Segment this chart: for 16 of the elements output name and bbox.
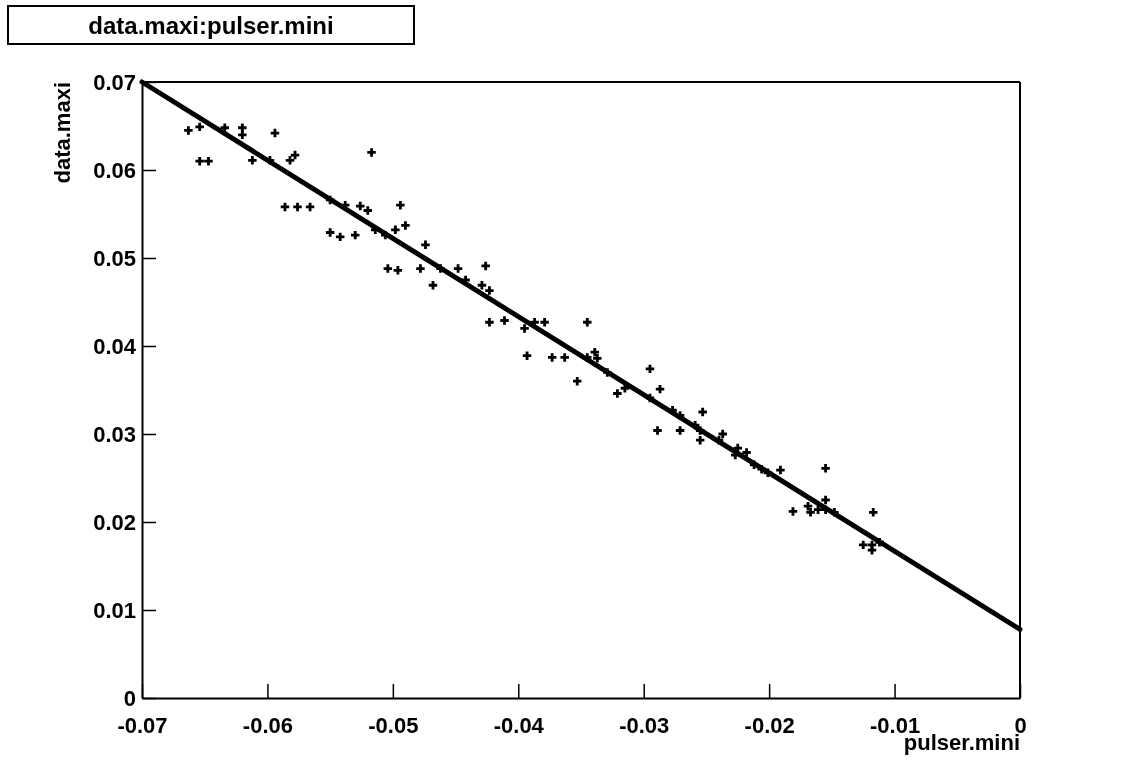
y-tick-label: 0.05 bbox=[93, 245, 136, 271]
y-tick-label: 0.02 bbox=[93, 509, 136, 535]
y-tick-label: 0.01 bbox=[93, 597, 136, 623]
x-tick-label: -0.04 bbox=[493, 713, 545, 739]
y-tick-label: 0.04 bbox=[93, 333, 137, 359]
chart-title: data.maxi:pulser.mini bbox=[88, 12, 334, 39]
y-tick-label: 0.06 bbox=[93, 157, 136, 183]
x-tick-label: -0.05 bbox=[368, 713, 419, 739]
x-tick-label: -0.07 bbox=[117, 713, 168, 739]
y-tick-label: 0.07 bbox=[93, 69, 136, 95]
y-tick-label: 0 bbox=[123, 685, 136, 711]
y-axis-title: data.maxi bbox=[50, 82, 75, 184]
x-tick-label: -0.06 bbox=[242, 713, 294, 739]
x-tick-label: -0.02 bbox=[744, 713, 795, 739]
y-tick-label: 0.03 bbox=[93, 421, 136, 447]
x-tick-label: -0.03 bbox=[619, 713, 670, 739]
